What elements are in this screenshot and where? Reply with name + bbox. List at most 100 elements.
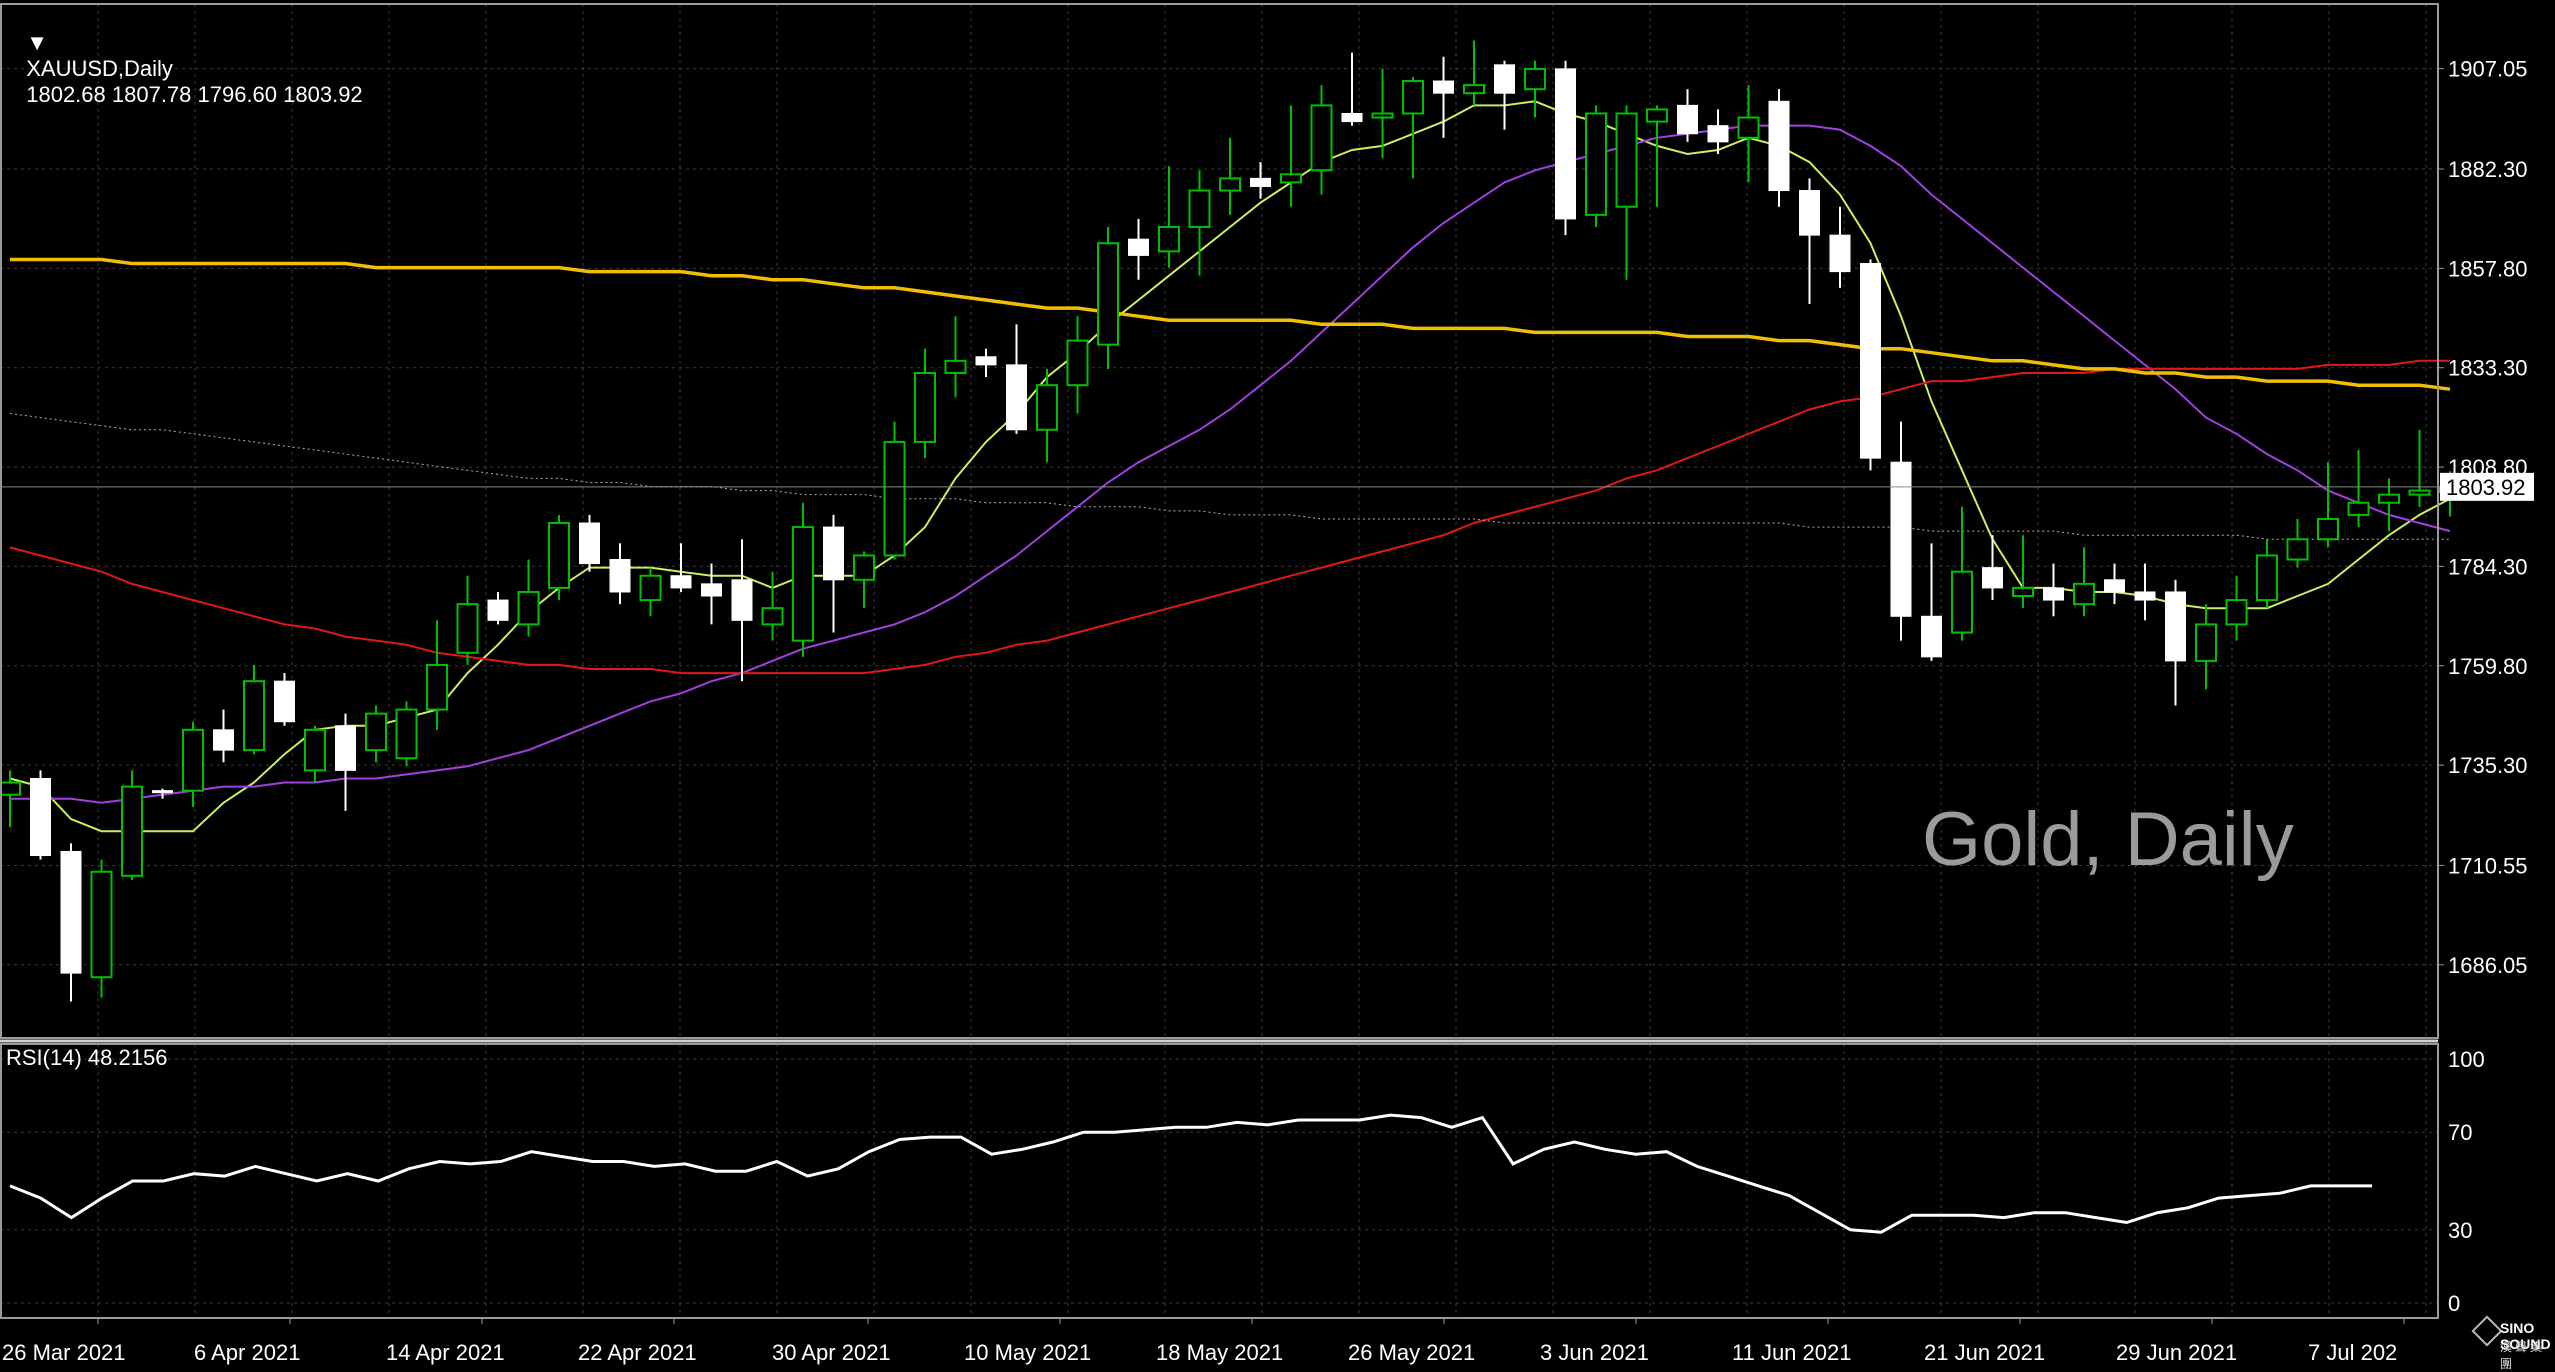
logo-name: SINO SOUND (2500, 1320, 2551, 1352)
candle-body (701, 583, 722, 597)
candle-body (2043, 587, 2064, 601)
candle (1006, 324, 1027, 434)
candle-body (121, 785, 143, 877)
candle-body (1433, 80, 1454, 94)
candle-body (2286, 538, 2309, 561)
moving-average-ma_yellow (10, 257, 2451, 391)
candle (975, 348, 997, 378)
candle (2104, 563, 2125, 605)
candle (1585, 105, 1607, 228)
last-price-label: 1803.92 (2446, 475, 2526, 500)
candle (1890, 421, 1912, 641)
main-panel-frame (0, 3, 2439, 1039)
candle (914, 348, 936, 459)
candle-body (1707, 125, 1729, 143)
time-tick-label: 3 Jun 2021 (1540, 1340, 1649, 1365)
candle (1097, 227, 1119, 369)
candle (2073, 547, 2095, 617)
candle (1524, 60, 1546, 118)
rsi-tick-label: 30 (2448, 1218, 2472, 1243)
candle-body (1006, 364, 1027, 431)
candle-body (1615, 112, 1638, 208)
last-price-box (2440, 472, 2534, 501)
candle-body (1890, 461, 1912, 617)
time-tick-label: 6 Apr 2021 (194, 1340, 300, 1365)
candle (761, 571, 784, 641)
candle (2256, 539, 2278, 609)
candle-body (1463, 84, 1485, 95)
candle (1860, 259, 1881, 471)
last-price-tag: 1803.92 (0, 472, 2534, 501)
candle-body (456, 603, 479, 654)
candle (1219, 137, 1241, 215)
candle-body (274, 680, 295, 723)
price-axis[interactable]: 1907.051882.301857.801833.301808.801784.… (2438, 57, 2528, 978)
candle (701, 563, 722, 625)
candle-body (1310, 104, 1333, 172)
candle (426, 620, 448, 730)
candle-body (731, 579, 753, 621)
candle-body (2134, 591, 2156, 601)
candle-body (2378, 493, 2400, 504)
candle (0, 770, 21, 828)
time-tick-label: 26 May 2021 (1348, 1340, 1475, 1365)
candle-body (213, 729, 234, 751)
candle (1799, 178, 1820, 305)
logo-icon (2471, 1315, 2503, 1347)
candle-body (2408, 489, 2431, 496)
candle (2165, 579, 2186, 706)
candle-body (1677, 104, 1698, 135)
candle (395, 701, 418, 767)
time-tick-label: 18 May 2021 (1156, 1340, 1283, 1365)
candle (1982, 535, 2003, 601)
candle (2317, 462, 2339, 548)
candle (731, 539, 753, 682)
chart-watermark: Gold, Daily (1922, 797, 2294, 882)
header-dropdown-icon[interactable]: ▼ (26, 30, 49, 55)
rsi-polyline (9, 1113, 2372, 1234)
candle (1921, 543, 1942, 661)
candle-body (1768, 100, 1790, 192)
candle-body (182, 728, 204, 792)
candle (2347, 450, 2370, 528)
rsi-panel-frame (0, 1043, 2439, 1319)
candle-body (2073, 582, 2095, 606)
price-tick-label: 1882.30 (2448, 157, 2528, 182)
candle (1250, 162, 1271, 199)
time-axis[interactable]: 26 Mar 2021 6 Apr 2021 14 Apr 2021 22 Apr 2… (2, 1318, 2405, 1365)
candle-body (2256, 554, 2278, 602)
moving-average-ma_gray (9, 413, 2450, 540)
candle-body (2104, 579, 2125, 593)
rsi-axis[interactable]: 100 70 30 0 (2448, 1047, 2485, 1316)
candle (2225, 575, 2248, 641)
rsi-line (9, 1113, 2372, 1234)
candle (90, 859, 113, 998)
candle (2195, 604, 2217, 690)
ohlc-values: 1802.68 1807.78 1796.60 1803.92 (26, 82, 363, 107)
candle-body (761, 607, 784, 626)
candle (365, 705, 387, 763)
candle-body (487, 599, 509, 621)
candle-body (853, 554, 875, 581)
price-tick-label: 1710.55 (2448, 853, 2528, 878)
candle (2043, 563, 2064, 617)
candle-body (823, 526, 844, 581)
candle-body (1128, 238, 1149, 256)
candle (1829, 206, 1851, 288)
candle (1737, 85, 1760, 183)
chart-header: ▼ XAUUSD,Daily 1802.68 1807.78 1796.60 1… (14, 4, 363, 108)
candle-body (1585, 112, 1607, 216)
time-tick-label: 30 Apr 2021 (772, 1340, 891, 1365)
candle-body (1951, 570, 1973, 634)
candle-body (1799, 190, 1820, 236)
candle (1463, 40, 1485, 106)
time-tick-label: 29 Jun 2021 (2116, 1340, 2237, 1365)
candle-body (1494, 64, 1515, 94)
candle-body (0, 781, 21, 796)
candle (1951, 506, 1973, 641)
candle (517, 559, 540, 637)
candle (1310, 85, 1333, 195)
candle-body (670, 575, 692, 589)
price-tick-label: 1907.05 (2448, 57, 2528, 82)
candle-body (1524, 67, 1546, 91)
